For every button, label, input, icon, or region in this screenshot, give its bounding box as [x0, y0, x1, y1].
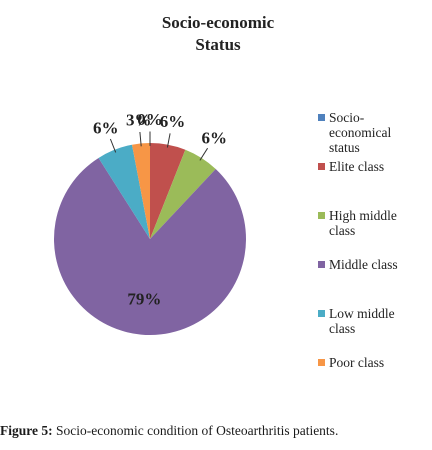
legend: Socio-economical status Elite class High mi…	[318, 110, 398, 370]
leader-line-high-middle-class	[199, 147, 209, 161]
legend-swatch-high-middle-class	[318, 212, 325, 219]
pie-slice-elite-class	[150, 143, 186, 239]
legend-swatch-middle-class	[318, 261, 325, 268]
legend-label-middle-class: Middle class	[329, 257, 398, 272]
data-label-middle-class: 79%	[127, 289, 161, 308]
pie-slice-middle-class	[53, 157, 246, 335]
chart-title-line-2: Status	[195, 35, 241, 54]
figure-caption-label: Figure 5:	[0, 423, 53, 438]
legend-swatch-elite-class	[318, 163, 325, 170]
chart-title-line-1: Socio-economic	[162, 13, 275, 32]
leader-line-elite-class	[166, 133, 171, 148]
legend-label-poor-class: Poor class	[329, 355, 384, 370]
leader-line-low-middle-class	[109, 138, 117, 153]
data-label-high-middle-class: 6%	[202, 129, 228, 148]
legend-swatch-socio-economical-status	[318, 114, 325, 121]
data-label-low-middle-class: 6%	[93, 118, 119, 137]
pie-slice-low-middle-class	[98, 144, 150, 239]
legend-swatch-poor-class	[318, 359, 325, 366]
data-label-socio-economical-status: 0%	[137, 110, 163, 129]
leader-lines	[109, 131, 209, 161]
legend-label-high-middle-class: High middle class	[329, 208, 397, 238]
figure-caption-text: Socio-economic condition of Osteoarthrit…	[52, 423, 339, 438]
legend-label-socio-economical-status: Socio-economical status	[329, 110, 391, 155]
pie-chart: Socio-economic Status 0%6%6%79%6% 3% Soci…	[53, 13, 398, 370]
pie-slice-poor-class	[132, 143, 150, 239]
legend-swatch-low-middle-class	[318, 310, 325, 317]
leader-line-poor-class	[139, 131, 142, 147]
data-labels: 0%6%6%79%6% 3%	[93, 110, 227, 308]
figure-caption: Figure 5: Socio-economic condition of Os…	[0, 423, 432, 439]
legend-label-elite-class: Elite class	[329, 159, 384, 174]
pie-slice-high-middle-class	[150, 149, 216, 239]
data-label-poor-class: 3%	[126, 111, 152, 130]
pie-slices	[53, 143, 246, 335]
data-label-elite-class: 6%	[160, 112, 186, 131]
legend-label-low-middle-class: Low middle class	[329, 306, 395, 336]
